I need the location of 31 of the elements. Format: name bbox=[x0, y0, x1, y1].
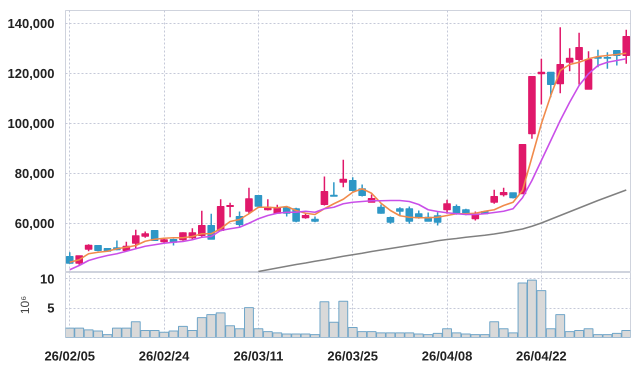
candlestick bbox=[490, 189, 498, 204]
x-tick-label: 26/03/25 bbox=[327, 348, 378, 364]
y-tick-label: 10 bbox=[40, 271, 55, 286]
y-tick-label: 5 bbox=[47, 300, 55, 316]
y-axis-title: 10⁶ bbox=[18, 296, 32, 314]
candlestick bbox=[245, 187, 253, 214]
candlestick bbox=[377, 204, 385, 214]
x-tick-label: 26/03/11 bbox=[233, 348, 284, 364]
candlestick bbox=[575, 32, 583, 86]
x-tick-label: 26/04/08 bbox=[422, 348, 472, 364]
y-tick-label: 80,000 bbox=[14, 166, 55, 181]
candlestick bbox=[320, 176, 328, 206]
candlestick bbox=[566, 48, 574, 72]
candlestick bbox=[546, 72, 555, 98]
candlestick bbox=[348, 176, 357, 192]
candlestick bbox=[132, 229, 140, 250]
candlestick bbox=[622, 29, 630, 64]
candlestick bbox=[330, 182, 338, 197]
y-tick-label: 120,000 bbox=[8, 66, 55, 81]
candlestick bbox=[443, 199, 451, 214]
y-tick-label: 60,000 bbox=[14, 216, 55, 231]
candlestick bbox=[226, 202, 234, 218]
candlestick bbox=[254, 194, 262, 208]
x-tick-label: 26/04/22 bbox=[516, 348, 567, 364]
x-tick-label: 26/02/05 bbox=[44, 348, 96, 364]
candlestick bbox=[538, 58, 546, 106]
candlestick bbox=[339, 159, 348, 188]
x-tick-label: 26/02/24 bbox=[138, 348, 190, 364]
y-tick-label: 100,000 bbox=[8, 116, 55, 131]
y-tick-label: 140,000 bbox=[8, 16, 55, 31]
line-series bbox=[258, 189, 628, 272]
